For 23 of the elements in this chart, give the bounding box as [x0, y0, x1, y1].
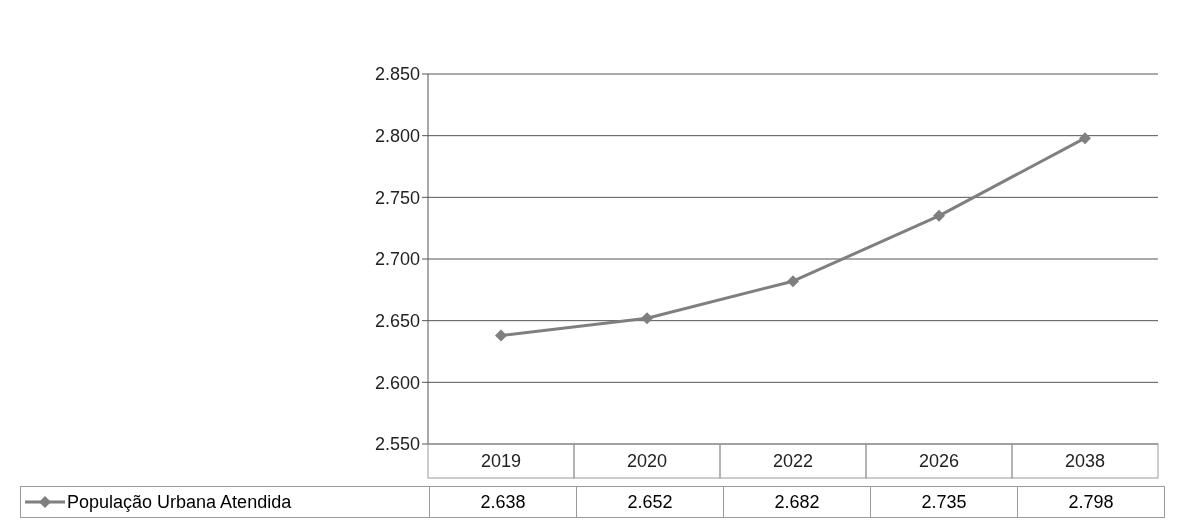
y-tick-label: 2.850 — [374, 64, 420, 85]
point — [495, 329, 507, 342]
point — [933, 209, 945, 222]
y-tick-label: 2.800 — [374, 126, 420, 147]
legend-label: População Urbana Atendida — [67, 491, 292, 513]
data-label: 2.735 — [871, 486, 1018, 518]
data-label: 2.798 — [1018, 486, 1165, 518]
point — [641, 312, 653, 325]
x-tick-label: 2026 — [918, 451, 960, 471]
data-label: 2.652 — [577, 486, 724, 518]
point — [1079, 132, 1091, 145]
x-tick-label: 2020 — [626, 451, 668, 471]
x-tick-label: 2019 — [480, 451, 522, 471]
x-tick-label: 2038 — [1064, 451, 1106, 471]
point — [787, 275, 799, 288]
y-tick-label: 2.700 — [374, 249, 420, 270]
y-tick-label: 2.750 — [374, 187, 420, 208]
data-label: 2.638 — [430, 486, 577, 518]
y-tick-label: 2.650 — [374, 311, 420, 332]
data-label: 2.682 — [724, 486, 871, 518]
y-tick-label: 2.600 — [374, 372, 420, 393]
y-tick-label: 2.550 — [374, 434, 420, 455]
x-tick-label: 2022 — [772, 451, 814, 471]
